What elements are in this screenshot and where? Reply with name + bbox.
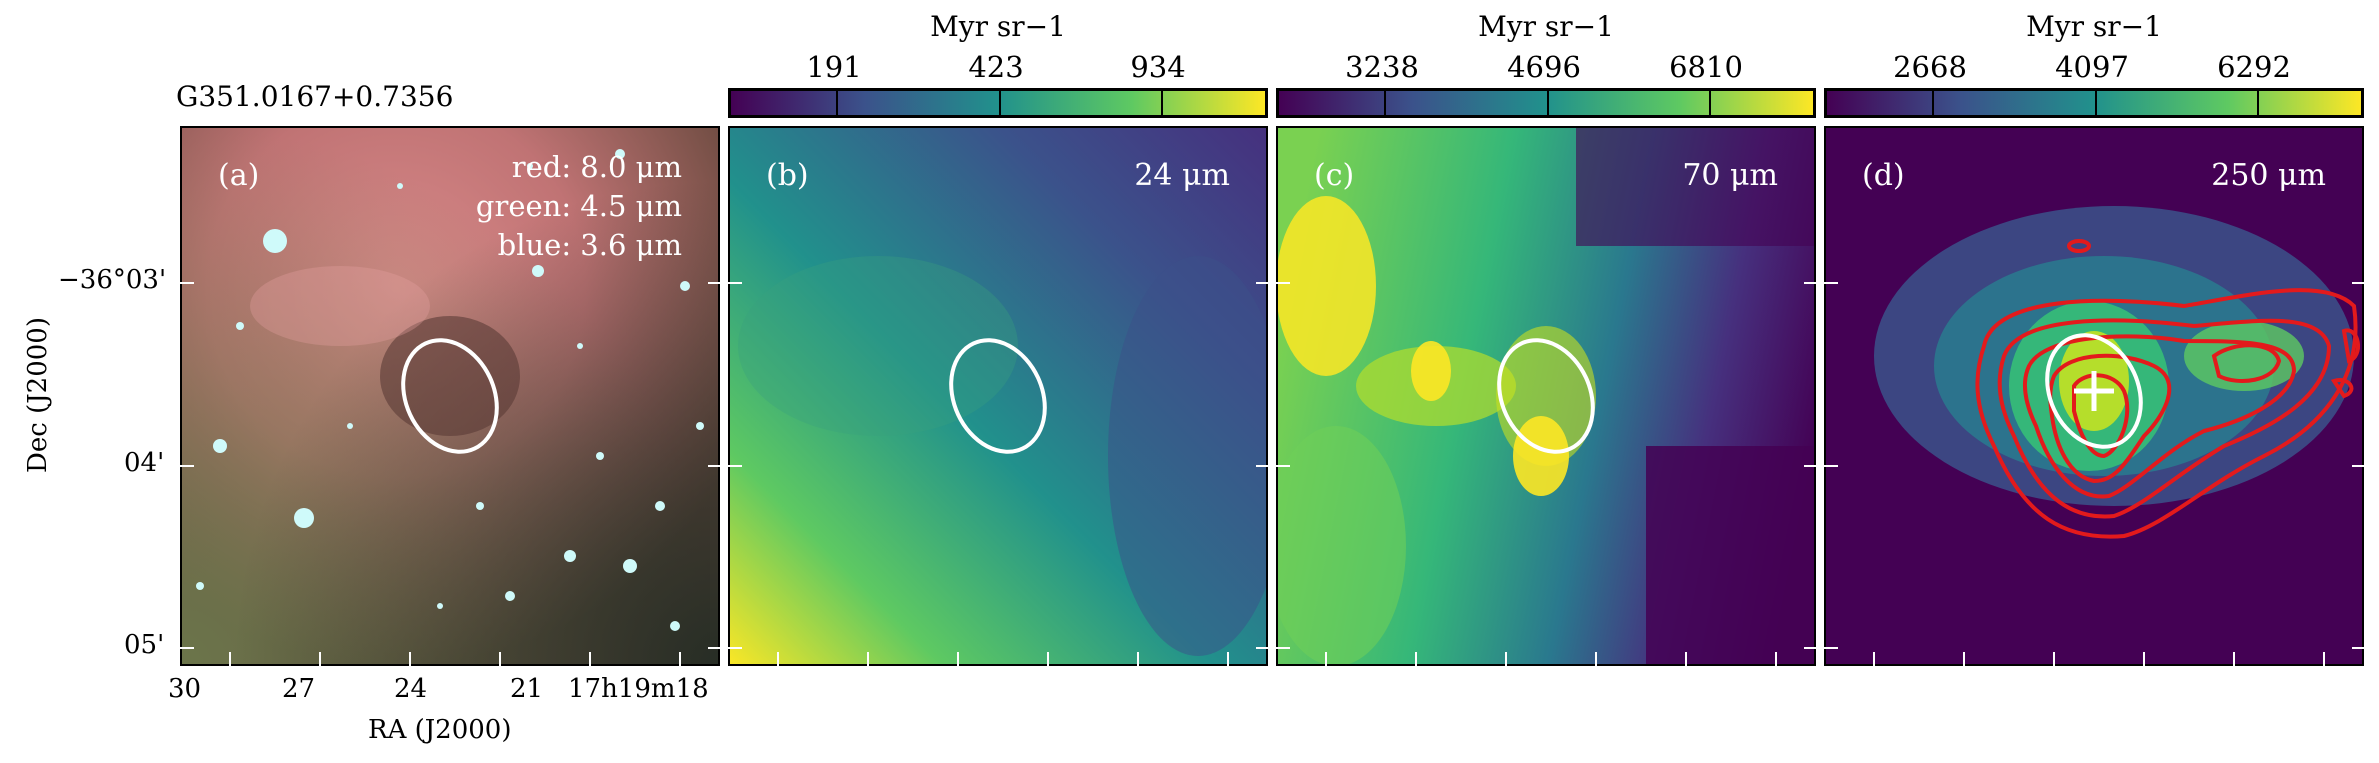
panel-label: (b) — [766, 158, 809, 193]
colorbar-unit-c: Myr sr−1 — [1478, 10, 1614, 43]
colorbar-c — [1276, 88, 1816, 118]
ra-tick-label: 17h19m18 — [568, 674, 709, 704]
dec-tick-label: 04' — [124, 448, 165, 478]
ra-tick-label: 21 — [510, 674, 544, 704]
x-axis-title: RA (J2000) — [368, 715, 512, 745]
peak-marker-icon — [2074, 371, 2114, 411]
aperture-ellipse — [401, 338, 499, 454]
panel-d-image — [1824, 126, 2364, 666]
y-axis-title: Dec (J2000) — [23, 317, 53, 473]
colorbar-tick — [2095, 91, 2097, 115]
colorbar-tick-label: 6292 — [2217, 50, 2291, 84]
source-name: G351.0167+0.7356 — [176, 80, 454, 113]
dec-tick-label: 05' — [124, 630, 165, 660]
stars — [196, 149, 704, 631]
panel-c-70um-image: (c) 70 μm — [1276, 126, 1816, 666]
colorbar-tick — [2257, 91, 2259, 115]
aperture-ellipse — [1497, 338, 1595, 454]
ra-tick-label: 30 — [168, 674, 202, 704]
band-label: 250 μm — [2211, 158, 2326, 193]
band-legend-blue: blue: 3.6 μm — [497, 228, 682, 262]
colorbar-tick — [999, 91, 1001, 115]
colorbar-tick — [1932, 91, 1934, 115]
colorbar-tick-label: 3238 — [1345, 50, 1419, 84]
panel-label: (d) — [1862, 158, 1905, 193]
dec-tick-label: −36°03' — [58, 265, 167, 295]
panel-a-image — [180, 126, 720, 666]
colorbar-tick-label: 934 — [1130, 50, 1186, 84]
colorbar-tick-label: 6810 — [1669, 50, 1743, 84]
band-legend-green: green: 4.5 μm — [475, 189, 682, 223]
band-label: 70 μm — [1682, 158, 1778, 193]
panel-c-image — [1276, 126, 1816, 666]
panel-a-rgb-image: (a) red: 8.0 μm green: 4.5 μm blue: 3.6 … — [180, 126, 720, 666]
contour-lines — [1975, 239, 2360, 539]
aperture-ellipse — [949, 338, 1047, 454]
colorbar-d — [1824, 88, 2364, 118]
ra-tick-label: 27 — [282, 674, 316, 704]
colorbar-tick-label: 4097 — [2055, 50, 2129, 84]
colorbar-unit-d: Myr sr−1 — [2026, 10, 2162, 43]
colorbar-tick — [1709, 91, 1711, 115]
aperture-ellipse — [2045, 333, 2143, 449]
ra-tick-label: 24 — [394, 674, 428, 704]
panel-b-24um-image: (b) 24 μm — [728, 126, 1268, 666]
colorbar-tick-label: 191 — [806, 50, 862, 84]
colorbar-tick-label: 2668 — [1893, 50, 1967, 84]
panel-label: (c) — [1314, 158, 1355, 193]
panel-b-image — [728, 126, 1268, 666]
panel-d-250um-image: (d) 250 μm — [1824, 126, 2364, 666]
colorbar-tick-label: 423 — [968, 50, 1024, 84]
colorbar-tick-label: 4696 — [1507, 50, 1581, 84]
colorbar-tick — [1547, 91, 1549, 115]
colorbar-b — [728, 88, 1268, 118]
band-label: 24 μm — [1134, 158, 1230, 193]
colorbar-tick — [1161, 91, 1163, 115]
panel-label: (a) — [218, 158, 260, 193]
colorbar-unit-b: Myr sr−1 — [930, 10, 1066, 43]
band-legend-red: red: 8.0 μm — [511, 150, 682, 184]
colorbar-tick — [836, 91, 838, 115]
band-legend: red: 8.0 μm green: 4.5 μm blue: 3.6 μm — [476, 148, 682, 265]
colorbar-tick — [1384, 91, 1386, 115]
